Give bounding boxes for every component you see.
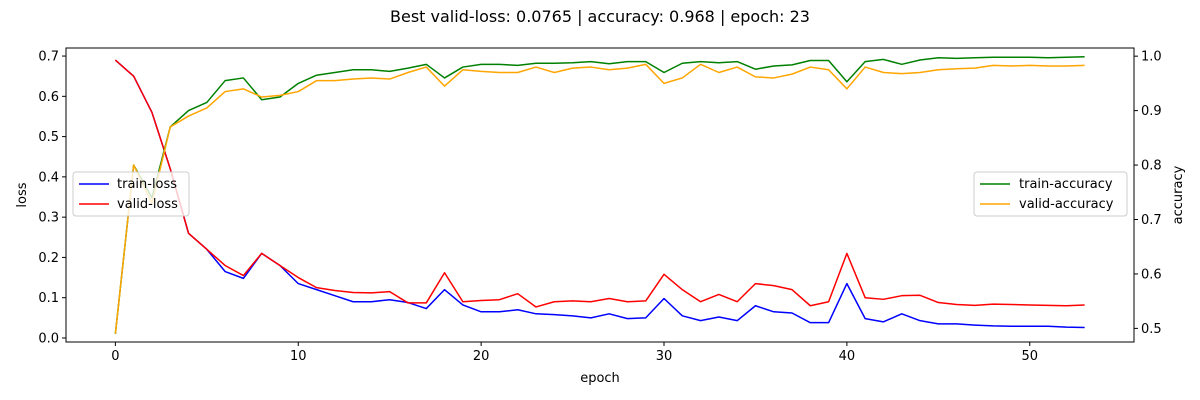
y-left-tick-label-6: 0.6 (38, 90, 59, 105)
plot-frame (65, 47, 1135, 343)
legend-right: train-accuracy valid-accuracy (973, 171, 1128, 217)
x-tick-label-30: 30 (656, 349, 673, 364)
y-right-tick-label-2: 0.7 (1141, 213, 1162, 228)
y-left-tick-label-2: 0.2 (38, 251, 59, 266)
x-tick-label-50: 50 (1021, 349, 1038, 364)
y-left-tick-label-1: 0.1 (38, 291, 59, 306)
series-line-valid-accuracy (114, 63, 1085, 334)
y-right-tick-label-0: 0.5 (1141, 322, 1162, 337)
y-right-tick-label-5: 1.0 (1141, 50, 1162, 65)
x-axis-title: epoch (580, 371, 620, 386)
legend-right-box (973, 171, 1128, 217)
x-axis: 0 10 20 30 40 50 (111, 342, 1038, 364)
legend-train-loss-label: train-loss (117, 177, 177, 192)
series-line-valid-loss (114, 59, 1085, 308)
y-axis-right: 0.5 0.6 0.7 0.8 0.9 1.0 (1134, 50, 1162, 337)
plot-area (65, 47, 1135, 343)
y-right-tick-label-4: 0.9 (1141, 104, 1162, 119)
chart-title: Best valid-loss: 0.0765 | accuracy: 0.96… (390, 7, 810, 26)
legend-valid-accuracy-label: valid-accuracy (1019, 197, 1114, 212)
y-axis-left: 0.0 0.1 0.2 0.3 0.4 0.5 0.6 0.7 (38, 50, 66, 346)
series-line-train-accuracy (114, 55, 1085, 334)
y-axis-left-title: loss (15, 182, 30, 207)
y-left-tick-label-3: 0.3 (38, 211, 59, 226)
legend-valid-loss-label: valid-loss (117, 197, 178, 212)
y-left-tick-label-4: 0.4 (38, 170, 59, 185)
series-line-train-loss (114, 59, 1085, 329)
series-group (114, 55, 1085, 334)
y-right-tick-label-1: 0.6 (1141, 267, 1162, 282)
y-left-tick-label-0: 0.0 (38, 331, 59, 346)
legend-left-box (72, 171, 190, 217)
x-tick-label-0: 0 (111, 349, 119, 364)
y-left-tick-label-7: 0.7 (38, 50, 59, 65)
legend-left: train-loss valid-loss (72, 171, 190, 217)
x-tick-label-10: 10 (290, 349, 307, 364)
x-tick-label-20: 20 (473, 349, 490, 364)
legend-train-accuracy-label: train-accuracy (1019, 177, 1113, 192)
y-left-tick-label-5: 0.5 (38, 130, 59, 145)
y-axis-right-title: accuracy (1171, 165, 1186, 224)
x-tick-label-40: 40 (839, 349, 856, 364)
y-right-tick-label-3: 0.8 (1141, 159, 1162, 174)
